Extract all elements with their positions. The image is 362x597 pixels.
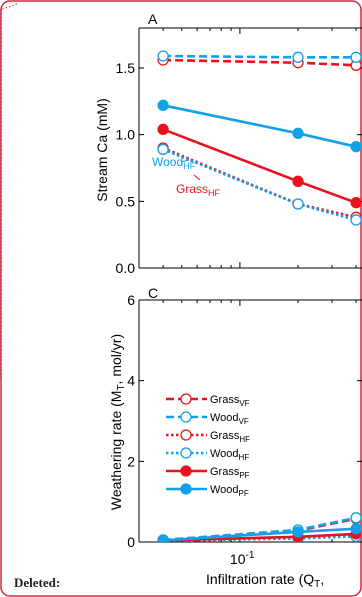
series-line-grass-pf (162, 128, 361, 205)
data-point-grass-pf (157, 123, 169, 135)
panel-c-series (157, 512, 361, 542)
data-point-wood-pf (350, 523, 361, 535)
data-point-grass-pf (292, 175, 304, 187)
y-tick-label: 2 (127, 453, 135, 469)
legend-marker (180, 483, 192, 495)
y-tick-label: 6 (127, 292, 135, 308)
panel-c-ylabel-sub: T (116, 384, 127, 390)
annotation-wood-hf-pointer (180, 159, 190, 163)
legend-entry: WoodHF (210, 448, 249, 462)
legend-entry-base: Grass (210, 430, 240, 442)
annotation-wood-hf-base: Wood (152, 155, 183, 169)
series-line-wood-vf (163, 512, 361, 542)
legend-entry: GrassHF (210, 430, 250, 444)
data-point-wood-hf (157, 143, 169, 155)
data-point-wood-hf (292, 198, 304, 210)
data-point-wood-pf (292, 127, 304, 139)
panel-c-xlabel: Infiltration rate (QT, (206, 571, 324, 590)
series-line-wood-vf (163, 54, 361, 59)
legend-marker (180, 465, 192, 477)
panel-c-letter: C (148, 285, 158, 301)
data-point-wood-vf (350, 512, 361, 524)
legend-entry: GrassVF (210, 394, 250, 408)
panel-c-ylabel: Weathering rate (MT, mol/yr) (108, 334, 127, 510)
x-tick-label: 10-1 (230, 550, 255, 567)
panel-c-xlabel-tail: , (320, 571, 324, 587)
panel-c-ylabel-tail: , mol/yr) (108, 334, 124, 385)
legend-entry: WoodPF (210, 484, 249, 498)
panel-c: C Weathering rate (MT, mol/yr) 024610-11… (108, 285, 362, 590)
series-line-grass-pf (163, 531, 361, 542)
y-tick-label: 0.0 (116, 260, 136, 276)
legend-entry: GrassPF (210, 466, 250, 480)
annotation-wood-hf-sub: HF (183, 161, 195, 171)
legend-marker (180, 411, 192, 423)
data-point-wood-hf (350, 214, 361, 226)
annotation-grass-hf: GrassHF (176, 182, 221, 198)
panel-a: A Stream Ca (mM) 0.00.51.01.5 WoodHF Gra… (94, 11, 362, 276)
series-line-wood-pf (162, 104, 361, 150)
y-tick-label: 1.0 (116, 127, 136, 143)
comment-connector (0, 3, 18, 380)
panel-c-ylabel-base: Weathering rate (M (108, 391, 124, 511)
x-tick-label-base: 10 (230, 551, 246, 567)
legend-entry-sub: HF (239, 453, 250, 462)
legend-marker (180, 393, 192, 405)
x-tick-label-exp: -1 (245, 550, 254, 561)
data-point-wood-vf (292, 51, 304, 63)
data-point-wood-pf (292, 526, 304, 538)
legend-entry-sub: VF (239, 399, 249, 408)
data-point-wood-pf (157, 534, 169, 542)
panel-a-axes: 0.0 0.5 1.0 1.5 (116, 27, 362, 276)
panel-c-xlabel-sub: T (314, 579, 320, 590)
legend-entry-base: Wood (210, 448, 239, 460)
legend-entry-sub: PF (239, 471, 249, 480)
y-tick-label: 0.5 (116, 193, 136, 209)
panel-a-series (157, 50, 361, 226)
legend-entry-sub: VF (239, 417, 249, 426)
data-point-wood-vf (157, 50, 169, 62)
annotation-wood-hf: WoodHF (152, 155, 196, 171)
data-point-wood-vf (350, 51, 361, 63)
annotation-grass-hf-sub: HF (208, 188, 220, 198)
y-tick-label: 1.5 (116, 60, 136, 76)
data-point-wood-pf (157, 99, 169, 111)
annotation-grass-hf-pointer (193, 174, 201, 181)
series-line-wood-pf (163, 525, 361, 542)
legend-entry: WoodVF (210, 412, 249, 426)
legend-entry-base: Wood (210, 484, 239, 496)
y-tick-label: 4 (127, 373, 135, 389)
panel-a-letter: A (148, 11, 158, 27)
y-tick-label: 0 (127, 534, 135, 550)
series-line-grass-vf (163, 58, 361, 68)
series-line-wood-hf (162, 148, 361, 223)
data-point-grass-pf (350, 197, 361, 209)
series-line-grass-hf (162, 146, 361, 220)
data-point-wood-pf (350, 141, 361, 153)
legend-marker (180, 429, 192, 441)
legend-marker (180, 447, 192, 459)
panel-a-ylabel: Stream Ca (mM) (94, 98, 110, 201)
legend-entry-sub: PF (239, 489, 249, 498)
legend-entry-base: Grass (210, 466, 240, 478)
legend-entry-base: Wood (210, 412, 239, 424)
legend-entry-base: Grass (210, 394, 240, 406)
panel-c-xlabel-base: Infiltration rate (Q (206, 571, 314, 587)
series-line-grass-vf (163, 513, 361, 542)
annotation-grass-hf-base: Grass (176, 182, 208, 196)
deleted-label: Deleted: (14, 575, 61, 590)
legend-entry-sub: HF (239, 435, 250, 444)
